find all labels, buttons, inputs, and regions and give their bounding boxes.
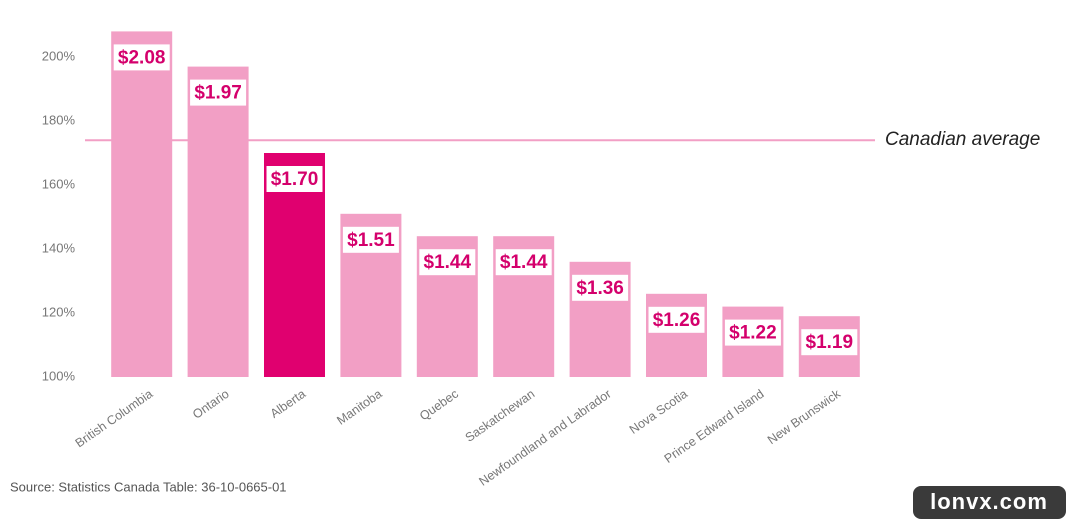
value-label-box (724, 319, 781, 346)
value-label: $1.70 (271, 169, 319, 190)
x-tick-label: Alberta (268, 387, 309, 421)
value-label-box (648, 306, 705, 333)
value-label: $1.97 (194, 83, 242, 104)
value-label-box (266, 166, 323, 192)
value-label: $1.19 (806, 332, 854, 353)
watermark: lonvx.com (930, 489, 1048, 514)
source-note: Source: Statistics Canada Table: 36-10-0… (10, 479, 287, 494)
x-tick-label: Quebec (417, 387, 461, 424)
x-tick-label: Nova Scotia (627, 387, 690, 437)
x-tick-label: Saskatchewan (463, 387, 538, 445)
x-tick-label: Ontario (190, 387, 232, 422)
value-label-box (419, 249, 476, 276)
value-label: $1.36 (576, 278, 624, 299)
value-label-box (342, 226, 399, 253)
value-label: $2.08 (118, 47, 166, 68)
value-label: $1.26 (653, 310, 701, 331)
value-label-box (495, 249, 552, 276)
bar (187, 66, 249, 377)
reference-label: Canadian average (885, 129, 1040, 150)
x-tick-label: New Brunswick (765, 386, 844, 447)
value-label-box (801, 329, 858, 356)
watermark-box (913, 486, 1066, 519)
bar (646, 293, 707, 377)
y-tick-label: 140% (42, 240, 76, 255)
x-tick-label: British Columbia (73, 387, 156, 451)
y-tick-label: 100% (42, 368, 76, 383)
value-label-box (190, 79, 247, 106)
y-tick-label: 200% (42, 48, 76, 63)
value-label: $1.44 (500, 252, 548, 273)
value-label-box (572, 274, 629, 301)
bar (111, 31, 173, 378)
y-tick-label: 120% (42, 304, 76, 319)
y-tick-label: 180% (42, 112, 76, 127)
x-tick-label: Newfoundland and Labrador (476, 387, 613, 489)
value-label-box (113, 44, 170, 71)
y-tick-label: 160% (42, 176, 76, 191)
value-label: $1.51 (347, 230, 395, 251)
value-label: $1.22 (729, 323, 777, 344)
value-label: $1.44 (424, 252, 472, 273)
x-tick-label: Manitoba (334, 387, 384, 428)
